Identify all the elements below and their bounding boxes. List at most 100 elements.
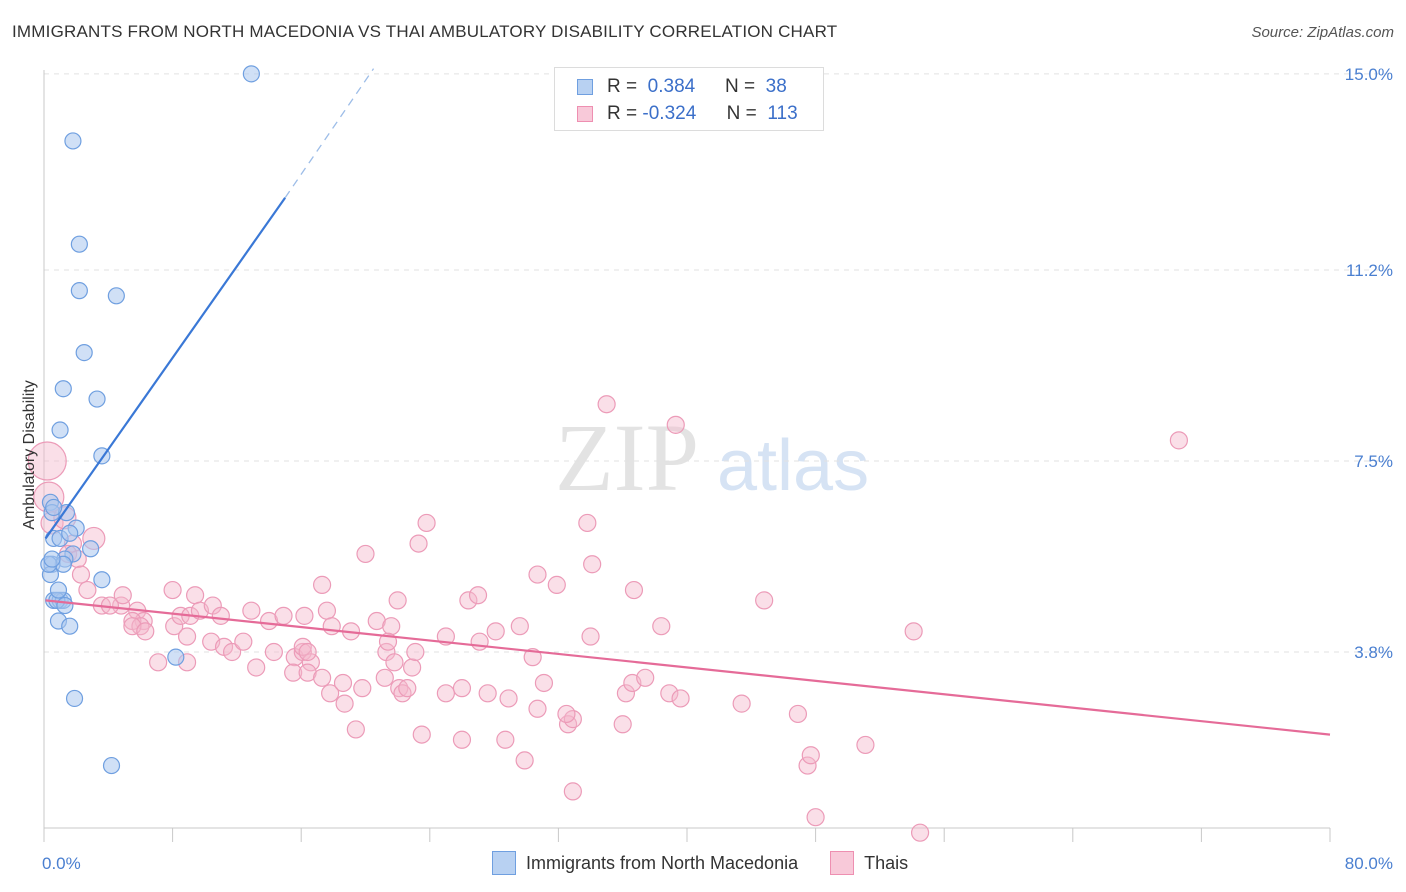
macedonia-point <box>242 65 260 83</box>
series-legend: Immigrants from North Macedonia Thais <box>492 851 908 875</box>
thais-point <box>274 606 293 625</box>
thais-point <box>478 684 497 703</box>
thais-point <box>523 648 542 667</box>
thais-point <box>301 653 320 672</box>
thais-point <box>165 617 184 636</box>
thais-point <box>557 704 576 724</box>
thais-point <box>375 668 394 687</box>
thais-point <box>534 673 554 693</box>
source-label: Source: ZipAtlas.com <box>1251 24 1394 41</box>
thais-point <box>356 544 375 564</box>
macedonia-point <box>49 581 68 599</box>
thais-point <box>353 679 372 698</box>
thais-point <box>616 684 636 703</box>
gridlines <box>44 73 1392 653</box>
macedonia-point <box>107 287 125 305</box>
thais-point <box>27 441 67 481</box>
macedonia-point <box>70 235 88 253</box>
legend-r-label: R = <box>607 76 638 97</box>
thais-point <box>322 617 341 636</box>
tick-labels: 3.8% 7.5% 11.2% 15.0% 0.0% 80.0% <box>42 65 1393 873</box>
thais-point <box>436 684 455 703</box>
thais-point <box>295 606 314 625</box>
legend-row-macedonia: R = 0.384 N = 38 <box>577 74 787 100</box>
legend-n-value: 38 <box>765 76 787 97</box>
y-tick-label: 3.8% <box>1354 643 1393 662</box>
thais-point <box>755 591 774 610</box>
macedonia-point <box>75 343 93 362</box>
thais-point <box>904 622 923 641</box>
thais-point <box>247 658 266 677</box>
thais-point <box>1169 431 1188 450</box>
thais-point <box>583 555 602 574</box>
x-tick-label: 0.0% <box>42 854 81 873</box>
thais-point <box>452 730 472 749</box>
thais-point <box>528 565 547 584</box>
legend-swatch-thais <box>830 851 855 875</box>
thais-point <box>406 642 425 662</box>
legend-n-value: 113 <box>767 103 798 124</box>
thais-point <box>412 725 431 744</box>
thais-point <box>563 782 582 801</box>
legend-n-label: N = <box>724 76 756 97</box>
thais-point <box>660 684 679 703</box>
watermark-atlas: atlas <box>717 426 869 506</box>
macedonia-point <box>61 617 79 635</box>
thais-point <box>321 684 340 703</box>
thais-point <box>486 622 505 641</box>
thais-point <box>613 715 632 734</box>
macedonia-point <box>70 282 88 300</box>
thais-point <box>417 513 436 533</box>
thais-point <box>470 632 489 651</box>
thais-point <box>666 415 685 434</box>
thais-point <box>317 601 337 620</box>
legend-r-value: -0.324 <box>642 103 697 124</box>
thais-point <box>312 668 332 687</box>
macedonia-point <box>102 756 121 775</box>
thais-point <box>515 751 534 770</box>
macedonia-point <box>64 132 82 150</box>
macedonia-point <box>54 380 72 398</box>
legend-swatch-pink <box>577 106 593 122</box>
macedonia-trend-extension <box>284 68 375 199</box>
thais-point <box>382 617 401 636</box>
macedonia-point <box>93 571 111 589</box>
legend-swatch-blue <box>577 79 593 95</box>
thais-point <box>222 642 242 662</box>
y-tick-label: 11.2% <box>1346 261 1393 280</box>
legend-label-thais: Thais <box>864 852 909 873</box>
thais-point <box>452 679 472 698</box>
thais-point <box>403 658 422 677</box>
thais-point <box>393 684 412 703</box>
stats-legend: R = 0.384 N = 38 R = -0.324 N = 113 <box>554 67 824 131</box>
thais-point <box>335 694 354 713</box>
thais-point <box>312 575 332 594</box>
legend-swatch-macedonia <box>492 851 516 875</box>
thais-point <box>806 808 825 827</box>
thais-point <box>801 746 820 765</box>
x-tick-label: 80.0% <box>1345 854 1393 873</box>
thais-point <box>234 632 253 651</box>
trend-lines <box>44 68 1331 736</box>
thais-point <box>597 395 616 414</box>
thais-point <box>398 679 417 698</box>
macedonia-point <box>43 550 61 568</box>
macedonia-trend-line <box>44 197 287 540</box>
thais-point <box>367 611 386 631</box>
thais-point <box>242 601 261 620</box>
macedonia-point <box>61 524 79 542</box>
thais-point <box>528 699 547 718</box>
thais-point <box>385 653 404 672</box>
legend-label-macedonia: Immigrants from North Macedonia <box>526 852 799 873</box>
legend-row-thais: R = -0.324 N = 113 <box>577 101 798 127</box>
thais-point <box>113 586 132 605</box>
thais-point <box>163 580 182 600</box>
thais-point <box>388 591 407 610</box>
thais-point <box>671 689 690 708</box>
thais-point <box>910 823 930 842</box>
thais-point <box>496 730 515 749</box>
thais-point <box>333 673 353 693</box>
thais-point <box>547 575 566 594</box>
thais-point <box>136 622 155 641</box>
axes <box>43 70 1331 842</box>
